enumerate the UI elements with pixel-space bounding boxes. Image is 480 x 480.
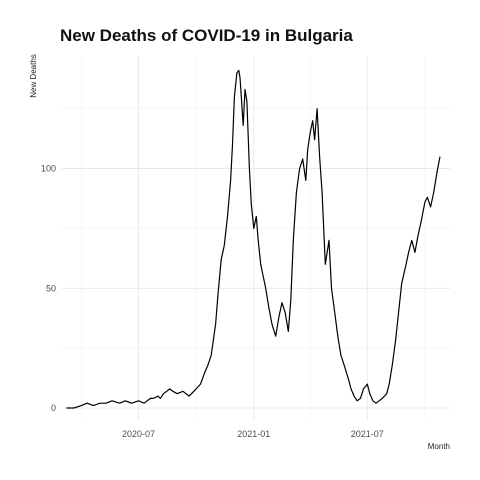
chart-title: New Deaths of COVID-19 in Bulgaria xyxy=(60,26,353,45)
x-tick-label: 2020-07 xyxy=(122,429,155,439)
x-axis-title: Month xyxy=(428,442,450,451)
y-tick-label: 0 xyxy=(51,403,56,413)
x-tick-label: 2021-07 xyxy=(351,429,384,439)
y-tick-label: 100 xyxy=(41,164,56,174)
y-axis-title: New Deaths xyxy=(29,54,38,98)
series-line xyxy=(66,69,441,409)
x-tick-label: 2021-01 xyxy=(237,429,270,439)
y-tick-label: 50 xyxy=(46,283,56,293)
